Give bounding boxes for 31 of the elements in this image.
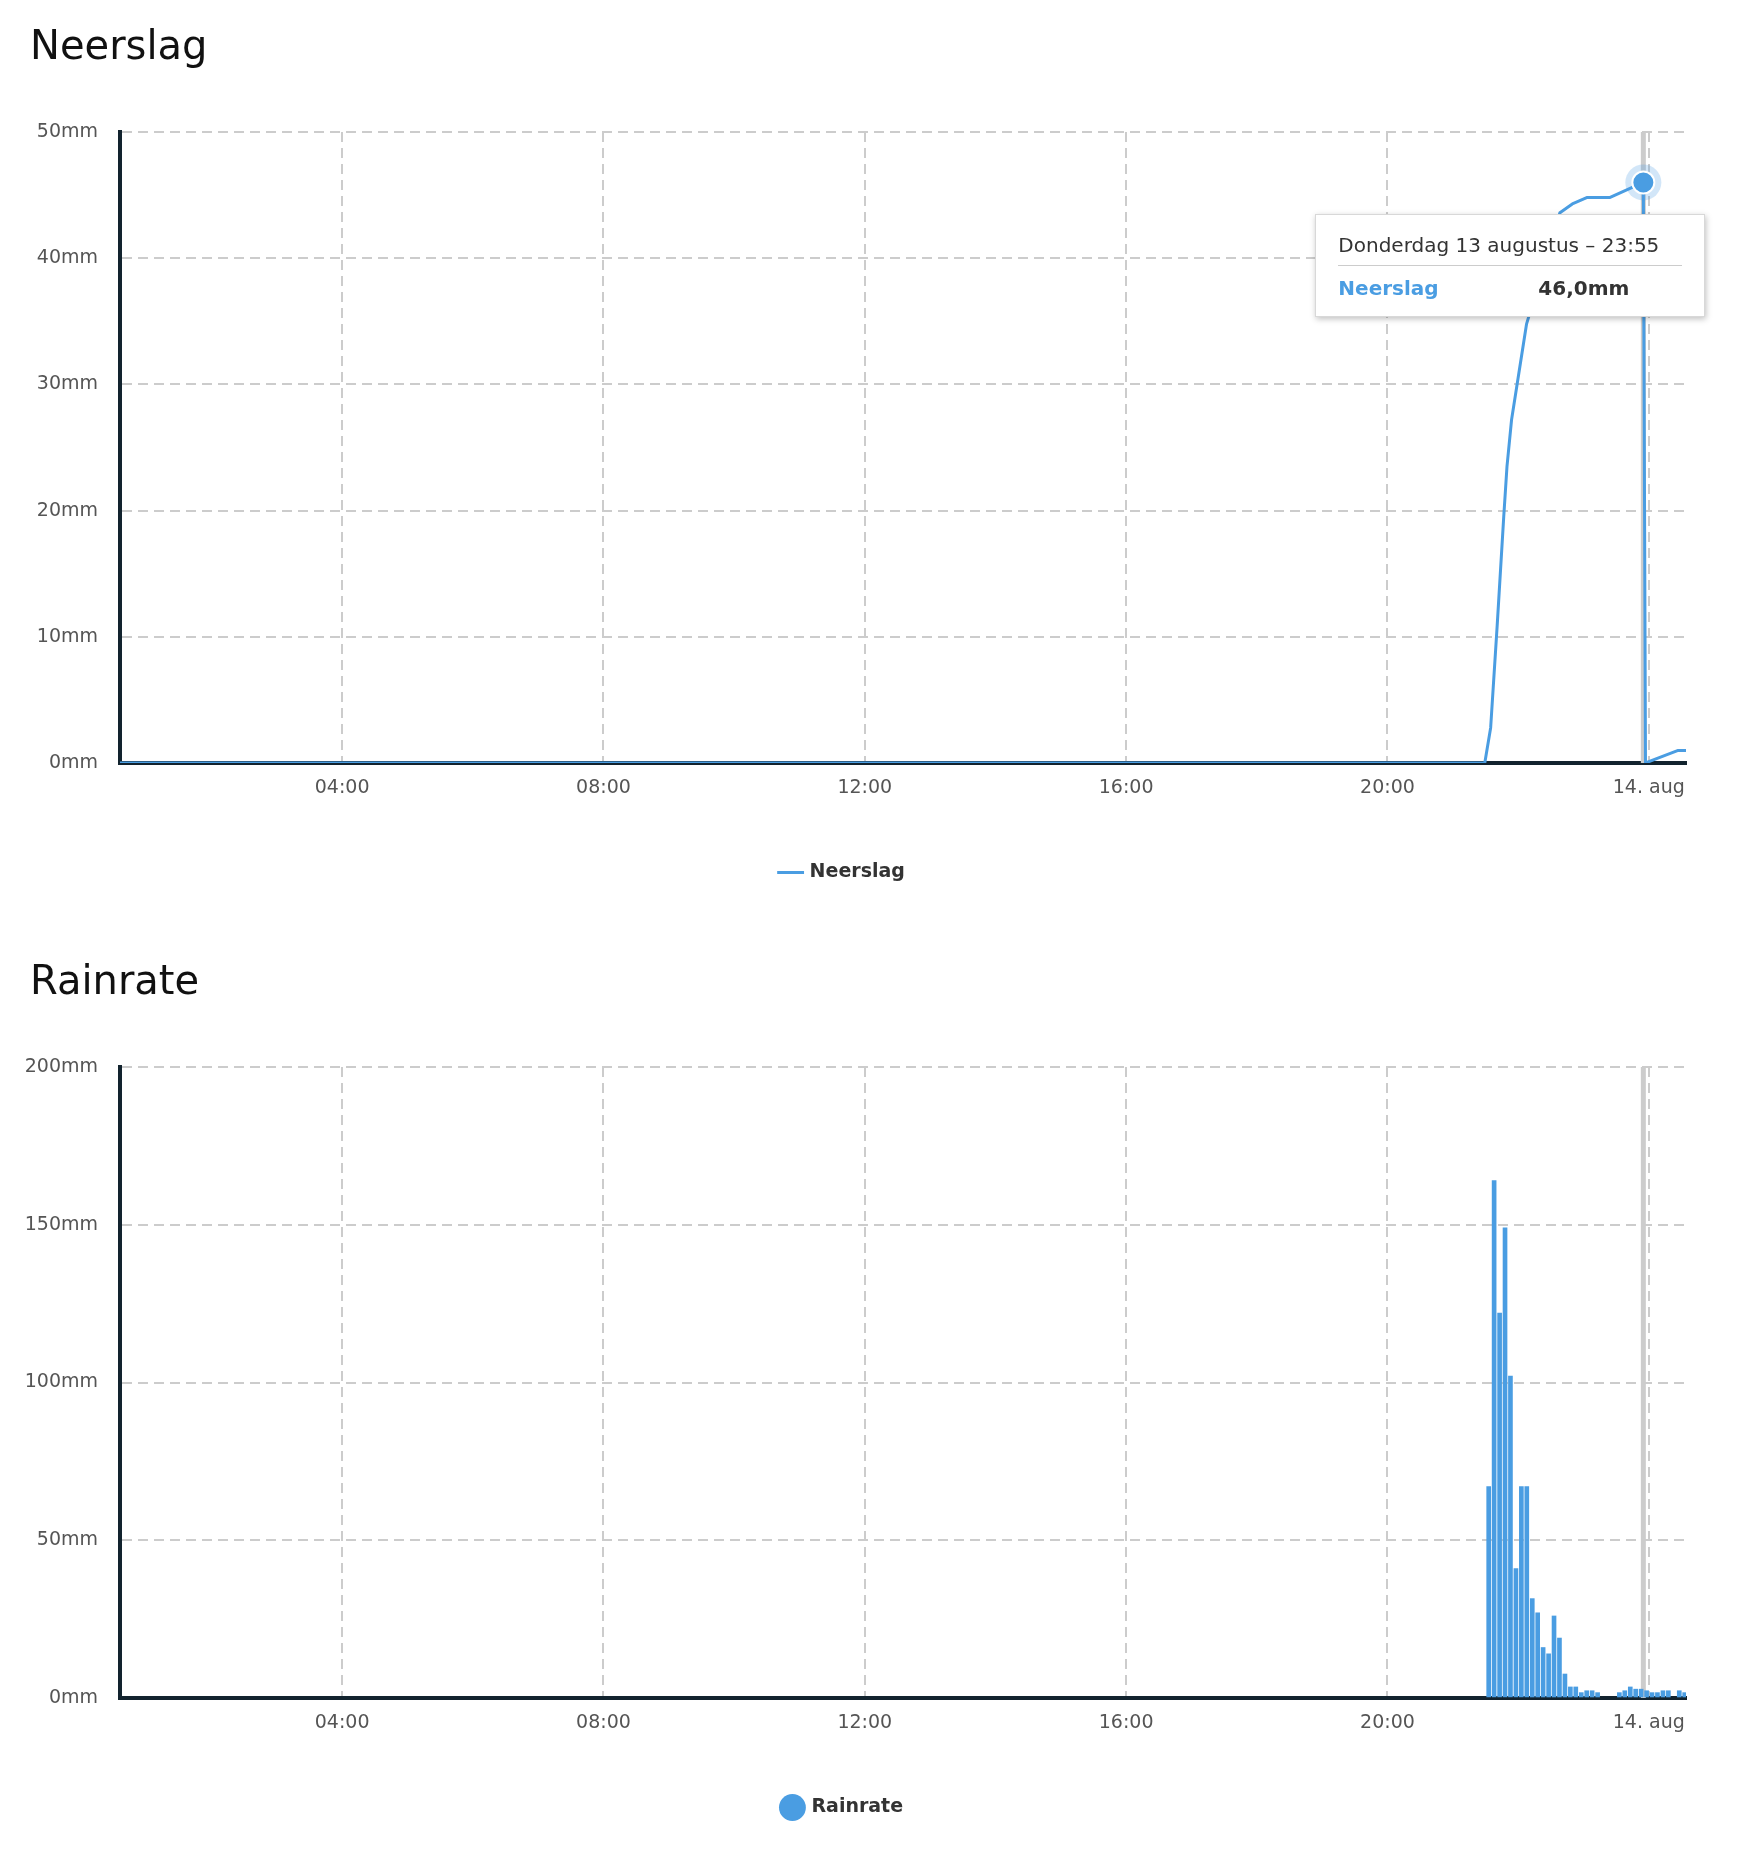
y-tick-label: 0mm — [48, 1684, 98, 1707]
y-tick-label: 0mm — [48, 749, 98, 772]
x-tick-label: 08:00 — [576, 775, 631, 798]
legend-label: Neerslag — [809, 859, 905, 882]
y-tick-label: 100mm — [24, 1369, 98, 1392]
x-tick-label: 04:00 — [314, 775, 370, 798]
x-tick-label: 14. aug — [1612, 1710, 1685, 1733]
x-tick-label: 12:00 — [837, 1710, 893, 1733]
annotation: Donderdag 13 augustus – 23:55 — [1338, 233, 1683, 267]
x-tick-label: 16:00 — [1098, 775, 1154, 798]
x-tick-label: 08:00 — [576, 1710, 631, 1733]
chart-title: Neerslag — [29, 21, 209, 70]
y-tick-label: 30mm — [36, 371, 98, 394]
x-tick-label: 20:00 — [1360, 775, 1415, 798]
y-tick-label: 50mm — [36, 118, 98, 141]
x-tick-label: 12:00 — [837, 775, 893, 798]
x-tick-label: 04:00 — [314, 1710, 370, 1733]
y-tick-label: 200mm — [24, 1053, 98, 1076]
y-tick-label: 20mm — [36, 497, 98, 520]
y-tick-label: 10mm — [36, 623, 98, 646]
bar — [1676, 1690, 1682, 1698]
tooltip: Donderdag 13 augustus – 23:55 Neerslag 46,0mm — [1315, 214, 1706, 318]
annotation: 46,0mm — [1538, 276, 1630, 301]
x-tick-label: 20:00 — [1360, 1710, 1415, 1733]
y-tick-label: 150mm — [24, 1211, 98, 1234]
x-tick-label: 16:00 — [1098, 1710, 1154, 1733]
x-tick-label: 14. aug — [1612, 775, 1685, 798]
legend-label: Rainrate — [811, 1794, 904, 1817]
y-tick-label: 40mm — [36, 245, 98, 268]
y-tick-label: 50mm — [36, 1527, 98, 1550]
chart-title: Rainrate — [29, 956, 201, 1005]
